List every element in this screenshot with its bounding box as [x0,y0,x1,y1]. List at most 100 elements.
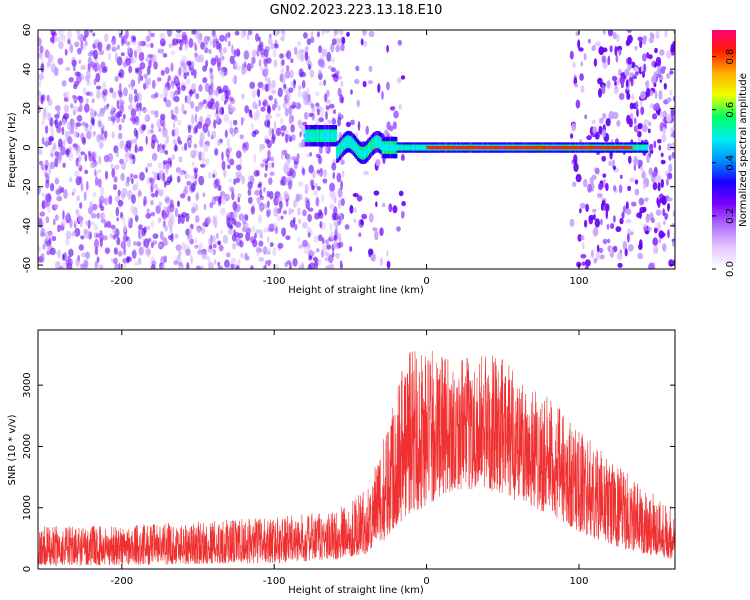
signal-band-cell [317,132,320,140]
noise-speckle [315,153,321,158]
noise-speckle [294,223,298,231]
signal-band-cell [391,144,394,151]
signal-band-cell [351,140,354,147]
noise-speckle [333,72,339,83]
noise-speckle [325,30,330,34]
noise-speckle [64,238,70,246]
noise-speckle [75,208,80,216]
noise-speckle [311,250,316,256]
noise-speckle [132,174,139,179]
noise-speckle [580,61,584,67]
noise-speckle [259,67,264,72]
noise-speckle [288,208,292,216]
signal-band-cell [636,145,639,150]
noise-speckle [54,177,60,185]
signal-band-cell [330,132,333,140]
signal-band-cell [617,145,620,150]
noise-speckle [642,70,645,78]
signal-band-cell [356,146,359,154]
noise-speckle [268,127,273,137]
noise-speckle [58,138,63,148]
noise-speckle [77,33,82,41]
signal-band-cell [525,145,528,150]
noise-speckle [216,115,220,122]
noise-speckle [645,80,650,89]
noise-speckle [159,48,164,54]
noise-speckle [666,113,672,123]
noise-speckle [652,245,658,255]
noise-speckle [82,87,87,95]
noise-speckle [256,88,260,97]
noise-speckle [595,41,601,47]
noise-speckle [273,207,279,217]
signal-band-cell [396,145,399,150]
noise-speckle [83,228,88,235]
noise-speckle [47,98,53,107]
signal-band-cell [314,132,317,140]
noise-speckle [171,81,175,90]
signal-band-cell [629,145,632,150]
noise-speckle [325,265,329,269]
noise-speckle [329,222,333,232]
noise-speckle [50,30,56,36]
noise-speckle [239,134,244,140]
noise-speckle [598,117,604,124]
noise-speckle [127,46,131,53]
signal-band-cell [458,145,461,150]
noise-speckle [50,247,56,256]
noise-speckle [41,120,45,125]
noise-speckle [160,69,165,76]
noise-speckle [617,262,623,268]
noise-speckle [608,110,615,120]
noise-speckle [174,115,178,122]
noise-speckle [268,33,272,39]
noise-speckle [64,48,68,56]
noise-speckle [194,124,198,134]
noise-speckle [658,145,662,151]
noise-speckle [120,193,125,200]
noise-speckle [40,164,45,171]
noise-speckle [303,111,309,120]
noise-speckle [630,77,634,87]
noise-speckle [163,181,167,188]
noise-speckle [235,128,240,133]
noise-speckle [362,40,368,47]
noise-speckle [158,189,164,197]
spectrogram-heatmap [38,30,675,269]
noise-speckle [208,87,214,95]
noise-speckle [164,225,169,232]
noise-speckle [654,102,660,111]
noise-speckle [118,124,122,131]
signal-band-cell [559,145,562,150]
noise-speckle [655,209,662,216]
noise-speckle [340,43,345,52]
noise-speckle [268,177,273,186]
signal-band-cell [354,143,357,151]
noise-speckle [58,266,64,269]
noise-speckle [169,174,173,182]
noise-speckle [119,32,122,38]
noise-speckle [333,234,337,241]
signal-band-cell [576,145,579,150]
noise-speckle [218,244,224,252]
signal-band-cell [322,132,325,140]
noise-speckle [331,162,337,171]
noise-speckle [63,189,68,199]
noise-speckle [316,186,321,191]
noise-speckle [158,172,163,181]
noise-speckle [593,257,598,264]
signal-band-cell [428,145,431,150]
noise-speckle [101,213,106,220]
signal-band-cell [373,139,376,147]
noise-speckle [243,61,247,69]
noise-speckle [177,119,182,126]
signal-band-cell [616,145,619,150]
noise-speckle [660,110,663,119]
noise-speckle [269,171,275,176]
spectrogram-xtick-label: 100 [569,276,588,287]
noise-speckle [145,212,152,219]
noise-speckle [64,66,71,72]
noise-speckle [84,169,89,175]
noise-speckle [324,145,328,153]
noise-speckle [168,43,173,48]
